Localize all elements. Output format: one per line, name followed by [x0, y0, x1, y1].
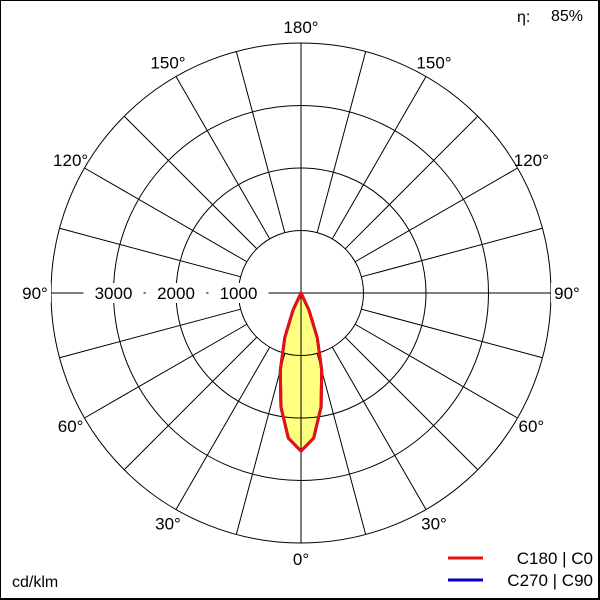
unit-label: cd/klm	[12, 574, 59, 591]
tick-label-bg	[208, 283, 269, 303]
angle-label: 150°	[150, 54, 185, 73]
angle-label: 90°	[554, 284, 580, 303]
legend-label: C180 | C0	[517, 549, 593, 568]
efficiency-value: 85%	[551, 8, 584, 25]
angle-label: 120°	[514, 151, 549, 170]
grid-radial-line	[361, 227, 543, 278]
grid-radial-line	[354, 323, 518, 419]
angle-label: 150°	[416, 54, 451, 73]
radial-tick-label: 2000	[157, 284, 195, 303]
angle-label: 30°	[421, 514, 447, 533]
grid-radial-line	[354, 167, 518, 263]
grid-radial-line	[59, 227, 241, 278]
grid-radial-line	[316, 353, 367, 535]
legend-label: C270 | C90	[507, 571, 593, 590]
grid-radial-line	[331, 346, 427, 510]
grid-radial-line	[344, 115, 479, 250]
series-curve	[278, 291, 324, 453]
grid-radial-line	[344, 336, 479, 471]
grid-radial-line	[123, 115, 258, 250]
grid-radial-line	[84, 167, 248, 263]
grid-radial-line	[235, 353, 286, 535]
grid-radial-line	[235, 51, 286, 233]
grid-radial-line	[84, 323, 248, 419]
angle-label-bg	[551, 283, 583, 303]
angle-label: 30°	[155, 514, 181, 533]
grid-radial-line	[123, 336, 258, 471]
angle-label: 0°	[293, 550, 309, 569]
radial-tick-label: 1000	[220, 284, 258, 303]
grid-radial-line	[331, 76, 427, 240]
grid-radial-line	[175, 76, 271, 240]
grid-radial-line	[316, 51, 367, 233]
angle-label: 60°	[58, 417, 84, 436]
grid-radial-line	[361, 308, 543, 359]
angle-label-bg	[19, 283, 51, 303]
grid-radial-line	[59, 308, 241, 359]
angle-label: 180°	[283, 18, 318, 37]
grid-radial-line	[175, 346, 271, 510]
tick-label-bg	[83, 283, 144, 303]
angle-label: 60°	[519, 417, 545, 436]
radial-tick-label: 3000	[95, 284, 133, 303]
tick-label-bg	[146, 283, 206, 303]
angle-label: 90°	[22, 284, 48, 303]
angle-label: 120°	[53, 151, 88, 170]
efficiency-label: η:	[517, 9, 531, 26]
